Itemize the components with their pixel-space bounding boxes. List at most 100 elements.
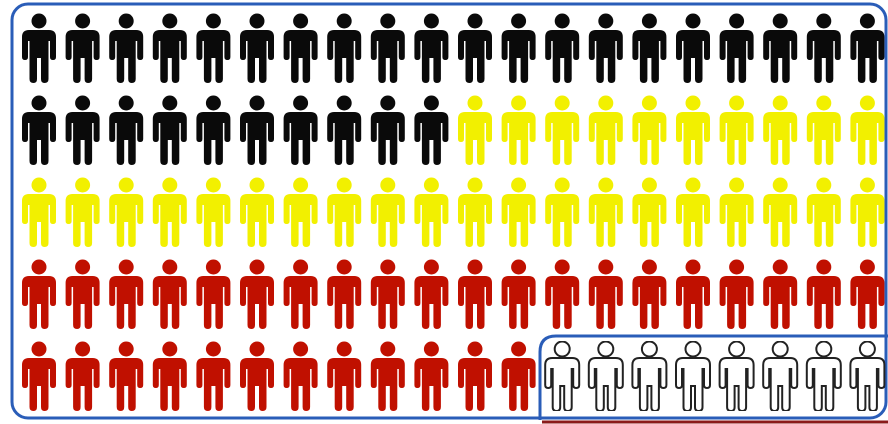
person-icon-white xyxy=(718,341,755,411)
person-icon-red xyxy=(370,259,405,329)
person-icon-black xyxy=(196,13,231,83)
person-icon-yellow xyxy=(719,95,754,165)
person-icon-yellow xyxy=(65,177,100,247)
person-icon-black xyxy=(501,13,536,83)
person-icon-black xyxy=(283,13,318,83)
person-icon-black xyxy=(109,95,144,165)
person-icon-red xyxy=(414,259,449,329)
person-icon-black xyxy=(152,13,187,83)
person-icon-yellow xyxy=(545,95,580,165)
person-icon-black xyxy=(588,13,623,83)
person-icon-red xyxy=(152,341,187,411)
person-icon-red xyxy=(850,259,885,329)
person-icon-yellow xyxy=(806,177,841,247)
person-icon-red xyxy=(196,341,231,411)
person-icon-yellow xyxy=(109,177,144,247)
person-icon-black xyxy=(240,13,274,83)
person-icon-yellow xyxy=(22,177,56,247)
person-icon-black xyxy=(458,13,492,83)
person-icon-red xyxy=(458,259,492,329)
person-icon-red xyxy=(501,259,536,329)
person-icon-red xyxy=(152,259,187,329)
person-icon-yellow xyxy=(545,177,580,247)
person-icon-yellow xyxy=(632,177,667,247)
person-icon-red xyxy=(370,341,405,411)
person-icon-yellow xyxy=(327,177,362,247)
person-icon-yellow xyxy=(763,177,798,247)
person-icon-red xyxy=(414,341,449,411)
person-icon-black xyxy=(370,13,405,83)
person-icon-red xyxy=(109,259,144,329)
person-icon-red xyxy=(632,259,667,329)
person-icon-yellow xyxy=(850,95,885,165)
person-icon-yellow xyxy=(414,177,449,247)
person-icon-yellow xyxy=(719,177,754,247)
person-icon-black xyxy=(327,13,362,83)
person-icon-yellow xyxy=(370,177,405,247)
person-icon-white xyxy=(587,341,624,411)
person-icon-black xyxy=(370,95,405,165)
person-icon-black xyxy=(719,13,754,83)
person-icon-red xyxy=(65,341,100,411)
person-icon-red xyxy=(806,259,841,329)
person-icon-yellow xyxy=(850,177,885,247)
person-icon-red xyxy=(109,341,144,411)
person-icon-red xyxy=(196,259,231,329)
person-icon-yellow xyxy=(240,177,274,247)
person-icon-red xyxy=(22,259,56,329)
person-icon-black xyxy=(65,13,100,83)
person-icon-red xyxy=(676,259,710,329)
person-icon-yellow xyxy=(676,177,710,247)
person-icon-black xyxy=(763,13,798,83)
person-icon-white xyxy=(631,341,668,411)
person-icon-black xyxy=(196,95,231,165)
person-icon-yellow xyxy=(501,177,536,247)
person-icon-yellow xyxy=(283,177,318,247)
person-icon-black xyxy=(65,95,100,165)
person-icon-black xyxy=(414,95,449,165)
person-icon-black xyxy=(22,95,56,165)
person-icon-red xyxy=(763,259,798,329)
person-icon-black xyxy=(632,13,667,83)
person-icon-black xyxy=(545,13,580,83)
person-icon-white xyxy=(805,341,842,411)
highlight-frame xyxy=(538,334,888,420)
person-icon-yellow xyxy=(196,177,231,247)
person-icon-red xyxy=(240,341,274,411)
person-icon-yellow xyxy=(588,177,623,247)
person-icon-yellow xyxy=(458,95,492,165)
person-icon-yellow xyxy=(676,95,710,165)
person-icon-black xyxy=(414,13,449,83)
person-icon-white xyxy=(675,341,711,411)
person-icon-black xyxy=(152,95,187,165)
person-icon-red xyxy=(327,259,362,329)
people-grid xyxy=(22,13,886,411)
person-icon-yellow xyxy=(152,177,187,247)
person-icon-red xyxy=(719,259,754,329)
person-icon-black xyxy=(22,13,56,83)
outer-frame xyxy=(10,2,888,420)
person-icon-red xyxy=(327,341,362,411)
person-icon-white xyxy=(544,341,581,411)
person-icon-red xyxy=(501,341,536,411)
person-icon-yellow xyxy=(763,95,798,165)
person-icon-red xyxy=(22,341,56,411)
person-icon-yellow xyxy=(458,177,492,247)
person-icon-red xyxy=(283,341,318,411)
person-icon-yellow xyxy=(632,95,667,165)
person-icon-black xyxy=(327,95,362,165)
person-icon-red xyxy=(283,259,318,329)
person-icon-black xyxy=(806,13,841,83)
person-icon-white xyxy=(762,341,799,411)
person-icon-yellow xyxy=(501,95,536,165)
person-icon-black xyxy=(240,95,274,165)
person-icon-red xyxy=(545,259,580,329)
person-icon-white xyxy=(849,341,886,411)
person-icon-black xyxy=(850,13,885,83)
person-icon-black xyxy=(676,13,710,83)
person-icon-black xyxy=(283,95,318,165)
person-icon-red xyxy=(458,341,492,411)
person-icon-red xyxy=(65,259,100,329)
